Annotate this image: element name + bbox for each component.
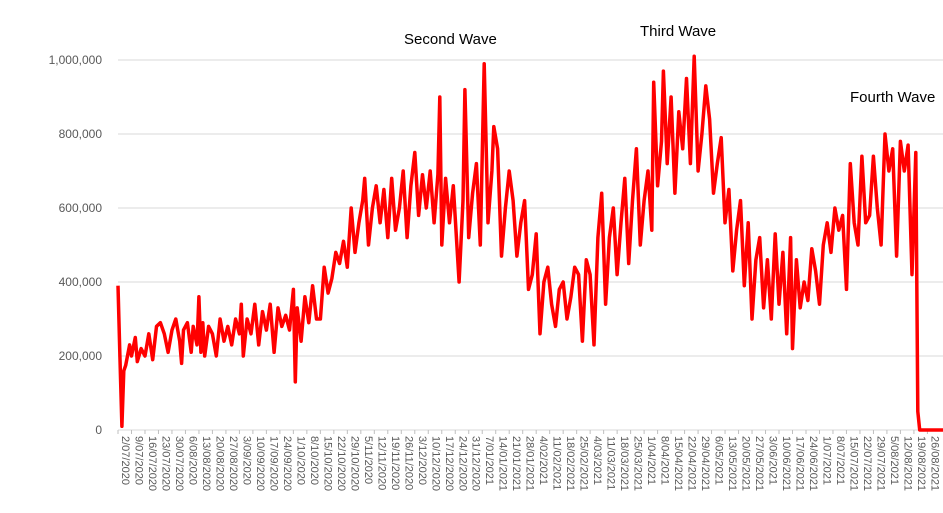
x-tick-label: 4/02/2021 — [537, 436, 549, 485]
x-tick-label: 18/03/2021 — [618, 436, 630, 491]
y-axis-ticks: 0 200,000 400,000 600,000 800,000 1,000,000 — [49, 53, 103, 437]
x-tick-label: 27/08/2020 — [227, 436, 239, 491]
x-tick-label: 11/03/2021 — [605, 436, 617, 490]
x-tick-label: 8/07/2021 — [834, 436, 846, 485]
x-tick-label: 26/11/2020 — [402, 436, 414, 490]
x-tick-label: 23/07/2020 — [159, 436, 171, 491]
x-tick-label: 6/08/2020 — [186, 436, 198, 485]
x-tick-label: 22/07/2021 — [861, 436, 873, 491]
x-tick-label: 3/06/2021 — [767, 436, 779, 485]
x-axis-ticks: 2/07/2020 9/07/2020 16/07/2020 23/07/2020 30… — [117, 430, 940, 491]
x-tick-label: 19/08/2021 — [915, 436, 927, 491]
x-tick-label: 25/02/2021 — [578, 436, 590, 491]
y-tick-label: 0 — [95, 423, 102, 437]
x-tick-label: 4/03/2021 — [591, 436, 603, 485]
x-tick-label: 29/07/2021 — [874, 436, 886, 491]
x-tick-label: 15/04/2021 — [672, 436, 684, 491]
gridlines — [118, 59, 943, 431]
y-tick-label: 600,000 — [59, 201, 103, 215]
x-tick-label: 8/10/2020 — [308, 436, 320, 485]
x-tick-label: 12/08/2021 — [901, 436, 913, 491]
x-tick-label: 12/11/2020 — [375, 436, 387, 490]
y-tick-label: 1,000,000 — [49, 53, 103, 67]
y-tick-label: 200,000 — [59, 349, 103, 363]
x-tick-label: 21/01/2021 — [510, 436, 522, 491]
x-tick-label: 29/04/2021 — [699, 436, 711, 491]
x-tick-label: 17/09/2020 — [267, 436, 279, 491]
x-tick-label: 15/07/2021 — [847, 436, 859, 491]
x-tick-label: 7/01/2021 — [483, 436, 495, 485]
x-tick-label: 20/05/2021 — [740, 436, 752, 491]
x-tick-label: 17/12/2020 — [443, 436, 455, 491]
x-tick-label: 2/07/2020 — [119, 436, 131, 485]
x-tick-label: 24/12/2020 — [456, 436, 468, 491]
x-tick-label: 31/12/2020 — [470, 436, 482, 491]
x-tick-label: 27/05/2021 — [753, 436, 765, 491]
x-tick-label: 14/01/2021 — [497, 436, 509, 491]
x-tick-label: 26/08/2021 — [928, 436, 940, 491]
x-tick-label: 22/04/2021 — [686, 436, 698, 491]
x-tick-label: 20/08/2020 — [213, 436, 225, 491]
y-tick-label: 800,000 — [59, 127, 103, 141]
x-tick-label: 25/03/2021 — [632, 436, 644, 491]
x-tick-label: 24/09/2020 — [281, 436, 293, 491]
x-tick-label: 13/05/2021 — [726, 436, 738, 491]
x-tick-label: 13/08/2020 — [200, 436, 212, 491]
series-layer — [116, 54, 943, 432]
x-tick-label: 10/09/2020 — [254, 436, 266, 491]
annotation-fourth-wave: Fourth Wave — [850, 89, 935, 106]
x-tick-label: 10/12/2020 — [429, 436, 441, 491]
x-tick-label: 17/06/2021 — [794, 436, 806, 491]
x-tick-label: 1/10/2020 — [294, 436, 306, 485]
x-tick-label: 1/07/2021 — [820, 436, 832, 485]
series-line — [116, 54, 943, 432]
y-tick-label: 400,000 — [59, 275, 103, 289]
x-tick-label: 24/06/2021 — [807, 436, 819, 491]
x-tick-label: 18/02/2021 — [564, 436, 576, 491]
x-tick-label: 19/11/2020 — [389, 436, 401, 490]
x-tick-label: 8/04/2021 — [659, 436, 671, 485]
x-tick-label: 6/05/2021 — [713, 436, 725, 485]
x-tick-label: 9/07/2020 — [132, 436, 144, 485]
x-tick-label: 29/10/2020 — [348, 436, 360, 491]
annotation-third-wave: Third Wave — [640, 23, 716, 40]
x-tick-label: 11/02/2021 — [551, 436, 563, 490]
x-tick-label: 3/12/2020 — [416, 436, 428, 485]
x-tick-label: 1/04/2021 — [645, 436, 657, 485]
x-tick-label: 15/10/2020 — [321, 436, 333, 491]
annotation-second-wave: Second Wave — [404, 31, 497, 48]
x-tick-label: 5/08/2021 — [888, 436, 900, 485]
x-tick-label: 10/06/2021 — [780, 436, 792, 491]
x-tick-label: 30/07/2020 — [173, 436, 185, 491]
x-tick-label: 3/09/2020 — [240, 436, 252, 485]
x-tick-label: 22/10/2020 — [335, 436, 347, 491]
x-tick-label: 28/01/2021 — [524, 436, 536, 491]
annotations: Second Wave Third Wave Fourth Wave — [404, 23, 935, 106]
x-tick-label: 16/07/2020 — [146, 436, 158, 491]
x-tick-label: 5/11/2020 — [362, 436, 374, 484]
